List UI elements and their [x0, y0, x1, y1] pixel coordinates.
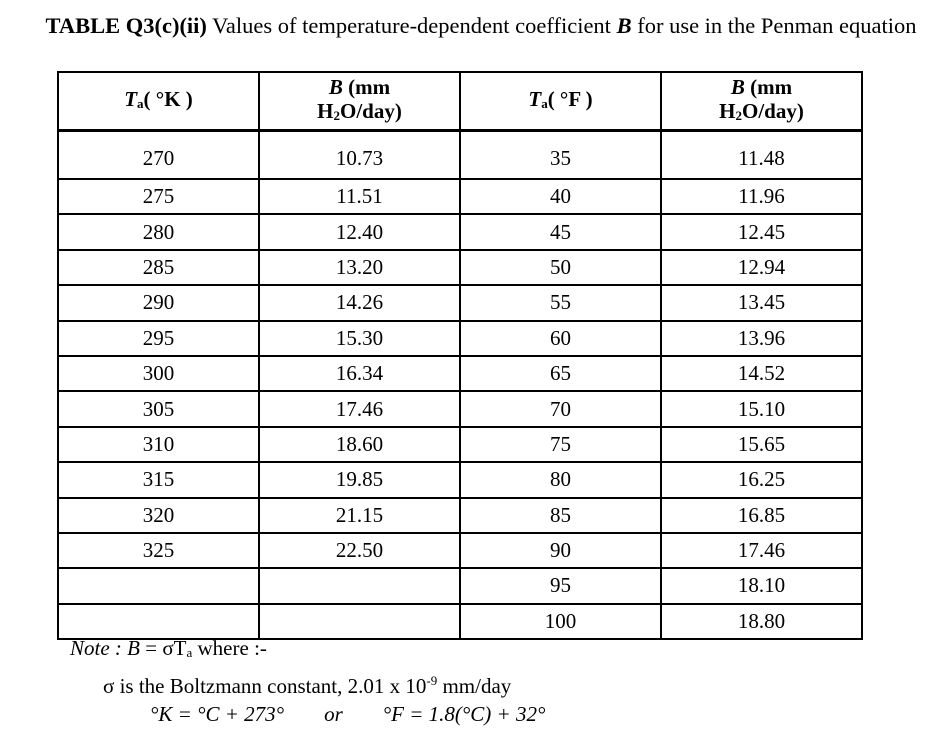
- table-row: 325 22.50 90 17.46: [57, 531, 863, 570]
- table-cell: 315: [57, 461, 260, 499]
- table-cell: 310: [57, 425, 260, 464]
- table-cell: 13.45: [660, 284, 863, 322]
- note-line-3: °K = °C + 273° or °F = 1.8(°C) + 32°: [150, 702, 546, 726]
- table-cell: [57, 602, 260, 641]
- table-cell: 325: [57, 531, 260, 570]
- table-row: 285 13.20 50 12.94: [57, 248, 863, 287]
- caption-label: TABLE Q3(c)(ii): [45, 13, 207, 38]
- table-cell: 13.20: [258, 248, 461, 287]
- header-ta-fahrenheit: Ta( °F ): [459, 71, 662, 132]
- table-cell: 85: [459, 496, 662, 534]
- table-cell: 13.96: [660, 319, 863, 357]
- table-cell: 12.45: [660, 213, 863, 251]
- header-ta-kelvin: Ta( °K ): [57, 71, 260, 132]
- table-cell: 15.65: [660, 425, 863, 464]
- table-cell: 100: [459, 602, 662, 641]
- table-cell: 18.80: [660, 602, 863, 641]
- coefficient-table: Ta( °K ) B (mm H2O/day) Ta( °F ) B (mm H2O…: [57, 71, 863, 641]
- note-line-2: σ is the Boltzmann constant, 2.01 x 10-9…: [103, 673, 512, 698]
- note-line-1: Note : B = σTa where :-: [70, 636, 267, 660]
- table-cell: 17.46: [660, 531, 863, 570]
- header-b-kelvin: B (mm H2O/day): [258, 71, 461, 132]
- table-row: 270 10.73 35 11.48: [57, 129, 863, 180]
- caption-symbol: B: [616, 13, 632, 38]
- table-cell: 95: [459, 567, 662, 605]
- table-cell: 45: [459, 213, 662, 251]
- table-cell: 17.46: [258, 390, 461, 428]
- table-cell: 75: [459, 425, 662, 464]
- table-row: 320 21.15 85 16.85: [57, 496, 863, 534]
- table-cell: 21.15: [258, 496, 461, 534]
- table-cell: 12.94: [660, 248, 863, 287]
- table-cell: [258, 567, 461, 605]
- table-cell: 16.85: [660, 496, 863, 534]
- note: Note : B = σTa where :- σ is the Boltzma…: [70, 634, 545, 728]
- table-cell: 16.25: [660, 461, 863, 499]
- table-row: 305 17.46 70 15.10: [57, 390, 863, 428]
- table-cell: 18.60: [258, 425, 461, 464]
- table-cell: 10.73: [258, 129, 461, 180]
- table-cell: [57, 567, 260, 605]
- table-cell: 60: [459, 319, 662, 357]
- header-row: Ta( °K ) B (mm H2O/day) Ta( °F ) B (mm H2O…: [57, 71, 863, 132]
- table-cell: 16.34: [258, 354, 461, 393]
- caption-text-end: for use in the Penman equation: [631, 13, 917, 38]
- table-cell: 65: [459, 354, 662, 393]
- table-row: 315 19.85 80 16.25: [57, 461, 863, 499]
- table-cell: 275: [57, 177, 260, 216]
- table-row: 95 18.10: [57, 567, 863, 605]
- table-cell: 14.52: [660, 354, 863, 393]
- caption-text: Values of temperature-dependent coeffici…: [206, 13, 617, 38]
- table-cell: 55: [459, 284, 662, 322]
- table-row: 295 15.30 60 13.96: [57, 319, 863, 357]
- table-cell: 40: [459, 177, 662, 216]
- table-caption: TABLE Q3(c)(ii) Values of temperature-de…: [0, 10, 946, 41]
- table-row: 300 16.34 65 14.52: [57, 354, 863, 393]
- table-cell: 22.50: [258, 531, 461, 570]
- table-cell: 320: [57, 496, 260, 534]
- table-row: 310 18.60 75 15.65: [57, 425, 863, 464]
- table-cell: 50: [459, 248, 662, 287]
- table-cell: 295: [57, 319, 260, 357]
- table-row: 280 12.40 45 12.45: [57, 213, 863, 251]
- table-cell: 280: [57, 213, 260, 251]
- table-cell: 18.10: [660, 567, 863, 605]
- table-row: 275 11.51 40 11.96: [57, 177, 863, 216]
- table-cell: 15.10: [660, 390, 863, 428]
- table-cell: 12.40: [258, 213, 461, 251]
- table-cell: [258, 602, 461, 641]
- table-cell: 305: [57, 390, 260, 428]
- table-cell: 35: [459, 129, 662, 180]
- table-cell: 11.96: [660, 177, 863, 216]
- table-cell: 15.30: [258, 319, 461, 357]
- table-cell: 80: [459, 461, 662, 499]
- table-cell: 11.48: [660, 129, 863, 180]
- table-cell: 290: [57, 284, 260, 322]
- table-cell: 300: [57, 354, 260, 393]
- table-cell: 19.85: [258, 461, 461, 499]
- table-cell: 285: [57, 248, 260, 287]
- table-cell: 14.26: [258, 284, 461, 322]
- table-row: 290 14.26 55 13.45: [57, 284, 863, 322]
- table-cell: 11.51: [258, 177, 461, 216]
- table-cell: 270: [57, 129, 260, 180]
- table-row: 100 18.80: [57, 602, 863, 641]
- header-b-fahrenheit: B (mm H2O/day): [660, 71, 863, 132]
- table-cell: 90: [459, 531, 662, 570]
- table-cell: 70: [459, 390, 662, 428]
